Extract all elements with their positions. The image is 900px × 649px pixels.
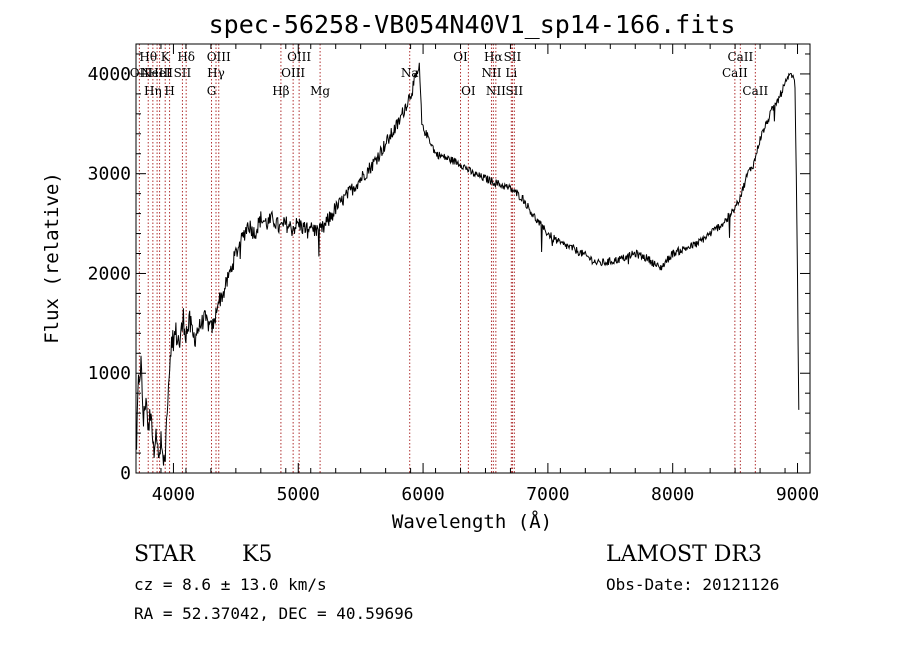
spectral-line-label: Hγ [207,66,225,80]
y-tick-label: 4000 [88,64,131,85]
spectrum-series [135,62,800,466]
spectral-line-label: CaII [727,50,753,64]
spectral-line-label: HeI [148,66,171,80]
x-tick-label: 7000 [526,484,569,505]
spectral-line-label: Na [401,66,419,80]
spectral-line-label: H [164,84,174,98]
object-class: STAR [134,542,196,567]
x-tick-label: 8000 [651,484,694,505]
spectral-line-label: NII [481,66,501,80]
spectral-line-markers [138,44,756,473]
x-tick-label: 5000 [277,484,320,505]
x-tick-label: 9000 [776,484,819,505]
spectral-line-label: Hα [484,50,503,64]
spectral-line-label: OII [130,66,150,80]
axis-ticks: 4000 5000 6000 7000 8000 9000 0 1000 2000 3000 400… [88,44,819,505]
plot-frame [135,43,811,474]
spectral-line-label: SII [505,84,523,98]
chart-title: spec-56258-VB054N40V1_sp14-166.fits [209,10,736,39]
spectral-line-label: SII [504,50,522,64]
spectral-line-label: OIII [281,66,305,80]
y-tick-label: 0 [120,463,131,484]
x-axis-label: Wavelength (Å) [392,510,552,533]
spectral-line-label: Hθ [139,50,157,64]
y-axis-label: Flux (relative) [41,172,63,344]
y-tick-label: 3000 [88,164,131,185]
spectral-line-label: NeIII [141,66,173,80]
y-tick-label: 1000 [88,363,131,384]
spectral-line-label: Mg [310,84,330,98]
spectral-line-label: CaII [742,84,768,98]
survey-name: LAMOST DR3 [606,542,762,567]
spectral-line-label: OI [461,84,476,98]
obs-date-text: Obs-Date: 20121126 [606,575,779,594]
spectral-line-labels: OIIHθHηNeIIIHeIKHSIIHδGHγOIIIHβOIIIOIIIM… [130,50,769,98]
spectral-line-label: Hβ [272,84,289,98]
y-tick-label: 2000 [88,263,131,284]
spectral-line-label: Li [505,66,517,80]
spectral-line-label: NII [486,84,506,98]
spectral-line-label: Hδ [177,50,195,64]
x-tick-label: 6000 [401,484,444,505]
object-subclass: K5 [242,542,272,567]
spectral-line-label: OIII [207,50,231,64]
spectral-line-label: SII [174,66,192,80]
spectral-line-label: Hη [144,84,162,98]
spectral-line-label: CaII [722,66,748,80]
spectral-line-label: OI [453,50,468,64]
spectral-line-label: G [207,84,217,98]
coordinates-text: RA = 52.37042, DEC = 40.59696 [134,604,413,623]
x-tick-label: 4000 [152,484,195,505]
spectral-line-label: OIII [287,50,311,64]
spectral-line-label: K [161,50,171,64]
redshift-text: cz = 8.6 ± 13.0 km/s [134,575,327,594]
